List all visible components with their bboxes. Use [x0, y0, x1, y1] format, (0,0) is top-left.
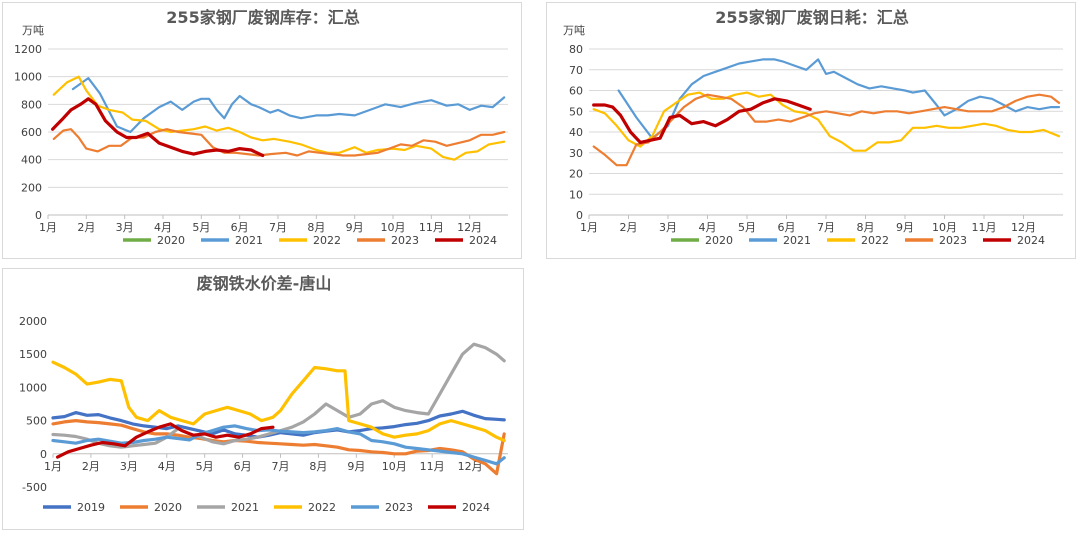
- y-tick-label: -500: [22, 481, 47, 494]
- x-tick-label: 3月: [659, 221, 677, 234]
- y-tick-label: 10: [569, 188, 583, 201]
- legend-label-2023: 2023: [939, 234, 967, 247]
- stock-chart-panel: 255家钢厂废钢库存：汇总万吨 0 200 400 600 800 1000 1200 1月 2月…: [2, 2, 522, 259]
- x-tick-label: 10月: [932, 221, 957, 234]
- y-tick-label: 800: [21, 98, 42, 111]
- legend-label-2024: 2024: [1017, 234, 1045, 247]
- legend-label-2022: 2022: [313, 234, 341, 247]
- x-tick-label: 2月: [620, 221, 638, 234]
- x-tick-label: 2月: [77, 221, 95, 234]
- series-line-2024: [592, 97, 812, 144]
- series-line-2024: [56, 422, 275, 459]
- legend-label-2021: 2021: [235, 234, 263, 247]
- x-tick-label: 11月: [972, 221, 997, 234]
- x-tick-label: 11月: [419, 221, 444, 234]
- series-line-2022: [51, 360, 506, 443]
- legend-label-2023: 2023: [385, 501, 413, 514]
- x-tick-label: 2月: [82, 460, 100, 473]
- chart-title: 255家钢厂废钢库存：汇总: [166, 8, 359, 27]
- x-tick-label: 7月: [269, 221, 287, 234]
- x-tick-label: 12月: [1011, 221, 1036, 234]
- x-tick-label: 10月: [381, 221, 406, 234]
- legend-label-2024: 2024: [462, 501, 490, 514]
- x-tick-label: 5月: [738, 221, 756, 234]
- x-tick-label: 8月: [857, 221, 875, 234]
- x-tick-label: 4月: [699, 221, 717, 234]
- consumption-chart-panel: 255家钢厂废钢日耗：汇总万吨 0 10 20 30 40 50 60 70 80 1月 2月 3月 4月…: [546, 2, 1076, 259]
- legend-label-2023: 2023: [391, 234, 419, 247]
- y-tick-label: 200: [21, 181, 42, 194]
- y-tick-label: 2000: [19, 315, 47, 328]
- chart-title: 255家钢厂废钢日耗：汇总: [715, 8, 908, 27]
- y-tick-label: 80: [569, 43, 583, 56]
- price-spread-chart-svg: 废钢铁水价差-唐山 -500 0 500 1000 1500 2000 1月 2月 3月 4月 5月 6…: [19, 274, 508, 514]
- x-tick-label: 3月: [120, 460, 138, 473]
- series-line-2021: [617, 58, 1061, 140]
- x-tick-label: 9月: [347, 460, 365, 473]
- price-spread-chart-panel: 废钢铁水价差-唐山 -500 0 500 1000 1500 2000 1月 2月 3月 4月 5月 6…: [2, 268, 524, 530]
- y-tick-label: 1000: [14, 71, 42, 84]
- series-line-2022: [592, 91, 1061, 152]
- series-line-2023: [52, 128, 506, 157]
- series-line-2021: [71, 77, 506, 134]
- legend-label-2021: 2021: [231, 501, 259, 514]
- x-tick-label: 6月: [778, 221, 796, 234]
- x-tick-label: 3月: [116, 221, 134, 234]
- x-tick-label: 11月: [420, 460, 445, 473]
- y-tick-label: 500: [26, 415, 47, 428]
- y-tick-label: 400: [21, 154, 42, 167]
- x-tick-label: 12月: [458, 460, 483, 473]
- x-tick-label: 1月: [39, 221, 57, 234]
- y-tick-label: 0: [576, 209, 583, 222]
- y-tick-label: 1200: [14, 43, 42, 56]
- x-tick-label: 4月: [158, 460, 176, 473]
- y-tick-label: 1000: [19, 381, 47, 394]
- x-tick-label: 12月: [457, 221, 482, 234]
- legend-label-2022: 2022: [308, 501, 336, 514]
- x-tick-label: 4月: [154, 221, 172, 234]
- series-line-2022: [52, 75, 506, 161]
- legend-label-2020: 2020: [154, 501, 182, 514]
- y-tick-label: 600: [21, 126, 42, 139]
- x-tick-label: 10月: [382, 460, 407, 473]
- x-tick-label: 6月: [231, 221, 249, 234]
- x-tick-label: 1月: [44, 460, 62, 473]
- x-tick-label: 1月: [580, 221, 598, 234]
- x-tick-label: 5月: [196, 460, 214, 473]
- legend-label-2019: 2019: [77, 501, 105, 514]
- y-tick-label: 70: [569, 64, 583, 77]
- legend-label-2022: 2022: [861, 234, 889, 247]
- y-tick-label: 0: [40, 448, 47, 461]
- x-tick-label: 9月: [896, 221, 914, 234]
- chart-title: 废钢铁水价差-唐山: [197, 274, 332, 293]
- legend-label-2021: 2021: [783, 234, 811, 247]
- legend-label-2024: 2024: [469, 234, 497, 247]
- y-tick-label: 60: [569, 85, 583, 98]
- x-tick-label: 9月: [346, 221, 364, 234]
- x-tick-label: 8月: [307, 221, 325, 234]
- x-tick-label: 6月: [234, 460, 252, 473]
- y-tick-label: 50: [569, 105, 583, 118]
- y-tick-label: 30: [569, 147, 583, 160]
- x-tick-label: 8月: [309, 460, 327, 473]
- x-tick-label: 7月: [817, 221, 835, 234]
- x-tick-label: 5月: [192, 221, 210, 234]
- y-axis-unit-label: 万吨: [22, 24, 44, 37]
- y-tick-label: 20: [569, 168, 583, 181]
- legend-label-2020: 2020: [705, 234, 733, 247]
- y-axis-unit-label: 万吨: [563, 24, 585, 37]
- y-tick-label: 1500: [19, 348, 47, 361]
- y-tick-label: 0: [35, 209, 42, 222]
- y-tick-label: 40: [569, 126, 583, 139]
- legend-label-2020: 2020: [157, 234, 185, 247]
- series-line-2024: [51, 97, 265, 158]
- x-tick-label: 7月: [272, 460, 290, 473]
